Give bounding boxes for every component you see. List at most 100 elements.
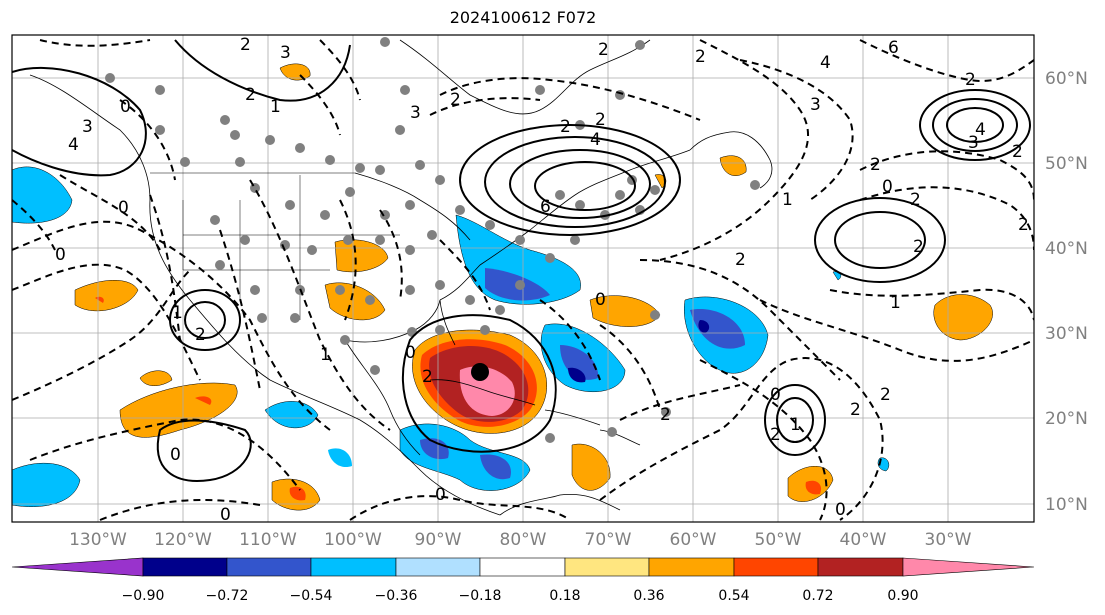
lat-label: 10°N [1045, 495, 1088, 515]
lon-label: 50°W [755, 530, 802, 550]
lat-label: 60°N [1045, 69, 1088, 89]
lon-label: 80°W [500, 530, 547, 550]
lat-label: 40°N [1045, 239, 1088, 259]
contour-label: 4 [68, 135, 79, 155]
contour-label: 0 [120, 97, 131, 117]
colorbar-tick: 0.72 [802, 588, 834, 604]
contour-label: 0 [55, 245, 66, 265]
colorbar-tick: 0.90 [887, 588, 919, 604]
latitude-labels: 60°N 50°N 40°N 30°N 20°N 10°N [1045, 69, 1088, 515]
contour-label: 1 [270, 97, 281, 117]
contour-label: 3 [410, 103, 421, 123]
contour-label: 2 [660, 405, 671, 425]
colorbar-tick: −0.36 [374, 588, 418, 604]
contour-label: 4 [590, 130, 601, 150]
lon-label: 120°W [154, 530, 212, 550]
colorbar-bin [479, 557, 566, 577]
contour-label: 3 [82, 117, 93, 137]
lon-label: 40°W [840, 530, 887, 550]
contour-label: 2 [195, 325, 206, 345]
contour-label: 6 [540, 197, 551, 217]
colorbar-tick: −0.18 [458, 588, 502, 604]
contour-label: 2 [595, 110, 606, 130]
lon-label: 100°W [324, 530, 382, 550]
contour-label: 2 [913, 237, 924, 257]
colorbar-bin [142, 557, 228, 577]
contour-label: 0 [595, 290, 606, 310]
map-field: 0 4 3 0 0 2 1 0 0 1 2 3 2 3 2 2 2 4 6 2 … [12, 35, 1034, 525]
lon-label: 90°W [415, 530, 462, 550]
contour-label: 6 [888, 38, 899, 58]
colorbar-bin [226, 557, 312, 577]
contour-label: 2 [695, 47, 706, 67]
colorbar-bin [395, 557, 481, 577]
colorbar-bin [733, 557, 819, 577]
contour-label: 3 [968, 133, 979, 153]
colorbar-tick: −0.72 [205, 588, 249, 604]
colorbar-bin [310, 557, 397, 577]
lon-label: 70°W [585, 530, 632, 550]
contour-label: 1 [172, 303, 183, 323]
colorbar [11, 557, 1035, 577]
contour-label: 1 [890, 293, 901, 313]
contour-label: 2 [245, 85, 256, 105]
lat-label: 20°N [1045, 409, 1088, 429]
contour-label: 0 [118, 198, 129, 218]
contour-label: 2 [560, 117, 571, 137]
contour-label: 0 [435, 485, 446, 505]
contour-label: 0 [170, 445, 181, 465]
contour-label: 2 [598, 40, 609, 60]
contour-label: 2 [850, 400, 861, 420]
contour-label: 2 [965, 70, 976, 90]
contour-label: 2 [240, 35, 251, 55]
lon-label: 30°W [925, 530, 972, 550]
colorbar-bin [648, 557, 735, 577]
contour-label: 1 [782, 190, 793, 210]
colorbar-ticks: −0.90 −0.72 −0.54 −0.36 −0.18 0.18 0.36 … [0, 588, 1105, 608]
contour-label: 4 [975, 120, 986, 140]
colorbar-under [11, 557, 144, 577]
colorbar-tick: 0.36 [633, 588, 665, 604]
shading [12, 63, 993, 511]
contour-label: 0 [770, 385, 781, 405]
lon-label: 130°W [69, 530, 127, 550]
contour-label: 2 [910, 190, 921, 210]
colorbar-tick: 0.54 [718, 588, 750, 604]
lon-label: 110°W [239, 530, 297, 550]
contour-label: 2 [450, 90, 461, 110]
contour-label: 1 [320, 345, 331, 365]
figure-title: 2024100612 F072 [449, 8, 597, 27]
colorbar-tick: 0.18 [549, 588, 581, 604]
positive-contours [12, 39, 1031, 482]
contour-labels: 0 4 3 0 0 2 1 0 0 1 2 3 2 3 2 2 2 4 6 2 … [55, 35, 1029, 525]
contour-label: 2 [770, 425, 781, 445]
contour-label: 1 [790, 415, 801, 435]
colorbar-tick: −0.54 [289, 588, 333, 604]
station-dots [105, 37, 760, 443]
storm-center-marker [471, 363, 489, 381]
contour-label: 0 [882, 177, 893, 197]
map-frame [11, 34, 1035, 523]
contour-label: 2 [735, 250, 746, 270]
contour-label: 2 [880, 385, 891, 405]
coastlines [29, 39, 773, 516]
contour-label: 3 [280, 43, 291, 63]
contour-label: 3 [810, 95, 821, 115]
contour-label: 2 [1018, 215, 1029, 235]
colorbar-bin [564, 557, 650, 577]
contour-label: 2 [422, 367, 433, 387]
contour-label: 2 [870, 155, 881, 175]
contour-label: 0 [405, 343, 416, 363]
colorbar-tick: −0.90 [121, 588, 165, 604]
longitude-labels: 130°W 120°W 110°W 100°W 90°W 80°W 70°W 6… [69, 530, 972, 550]
colorbar-bin [817, 557, 904, 577]
negative-contours [12, 39, 1034, 521]
lon-label: 60°W [670, 530, 717, 550]
contour-label: 0 [835, 500, 846, 520]
contour-label: 4 [820, 53, 831, 73]
lat-label: 50°N [1045, 154, 1088, 174]
contour-label: 0 [220, 505, 231, 525]
lat-label: 30°N [1045, 324, 1088, 344]
colorbar-over [902, 557, 1035, 577]
